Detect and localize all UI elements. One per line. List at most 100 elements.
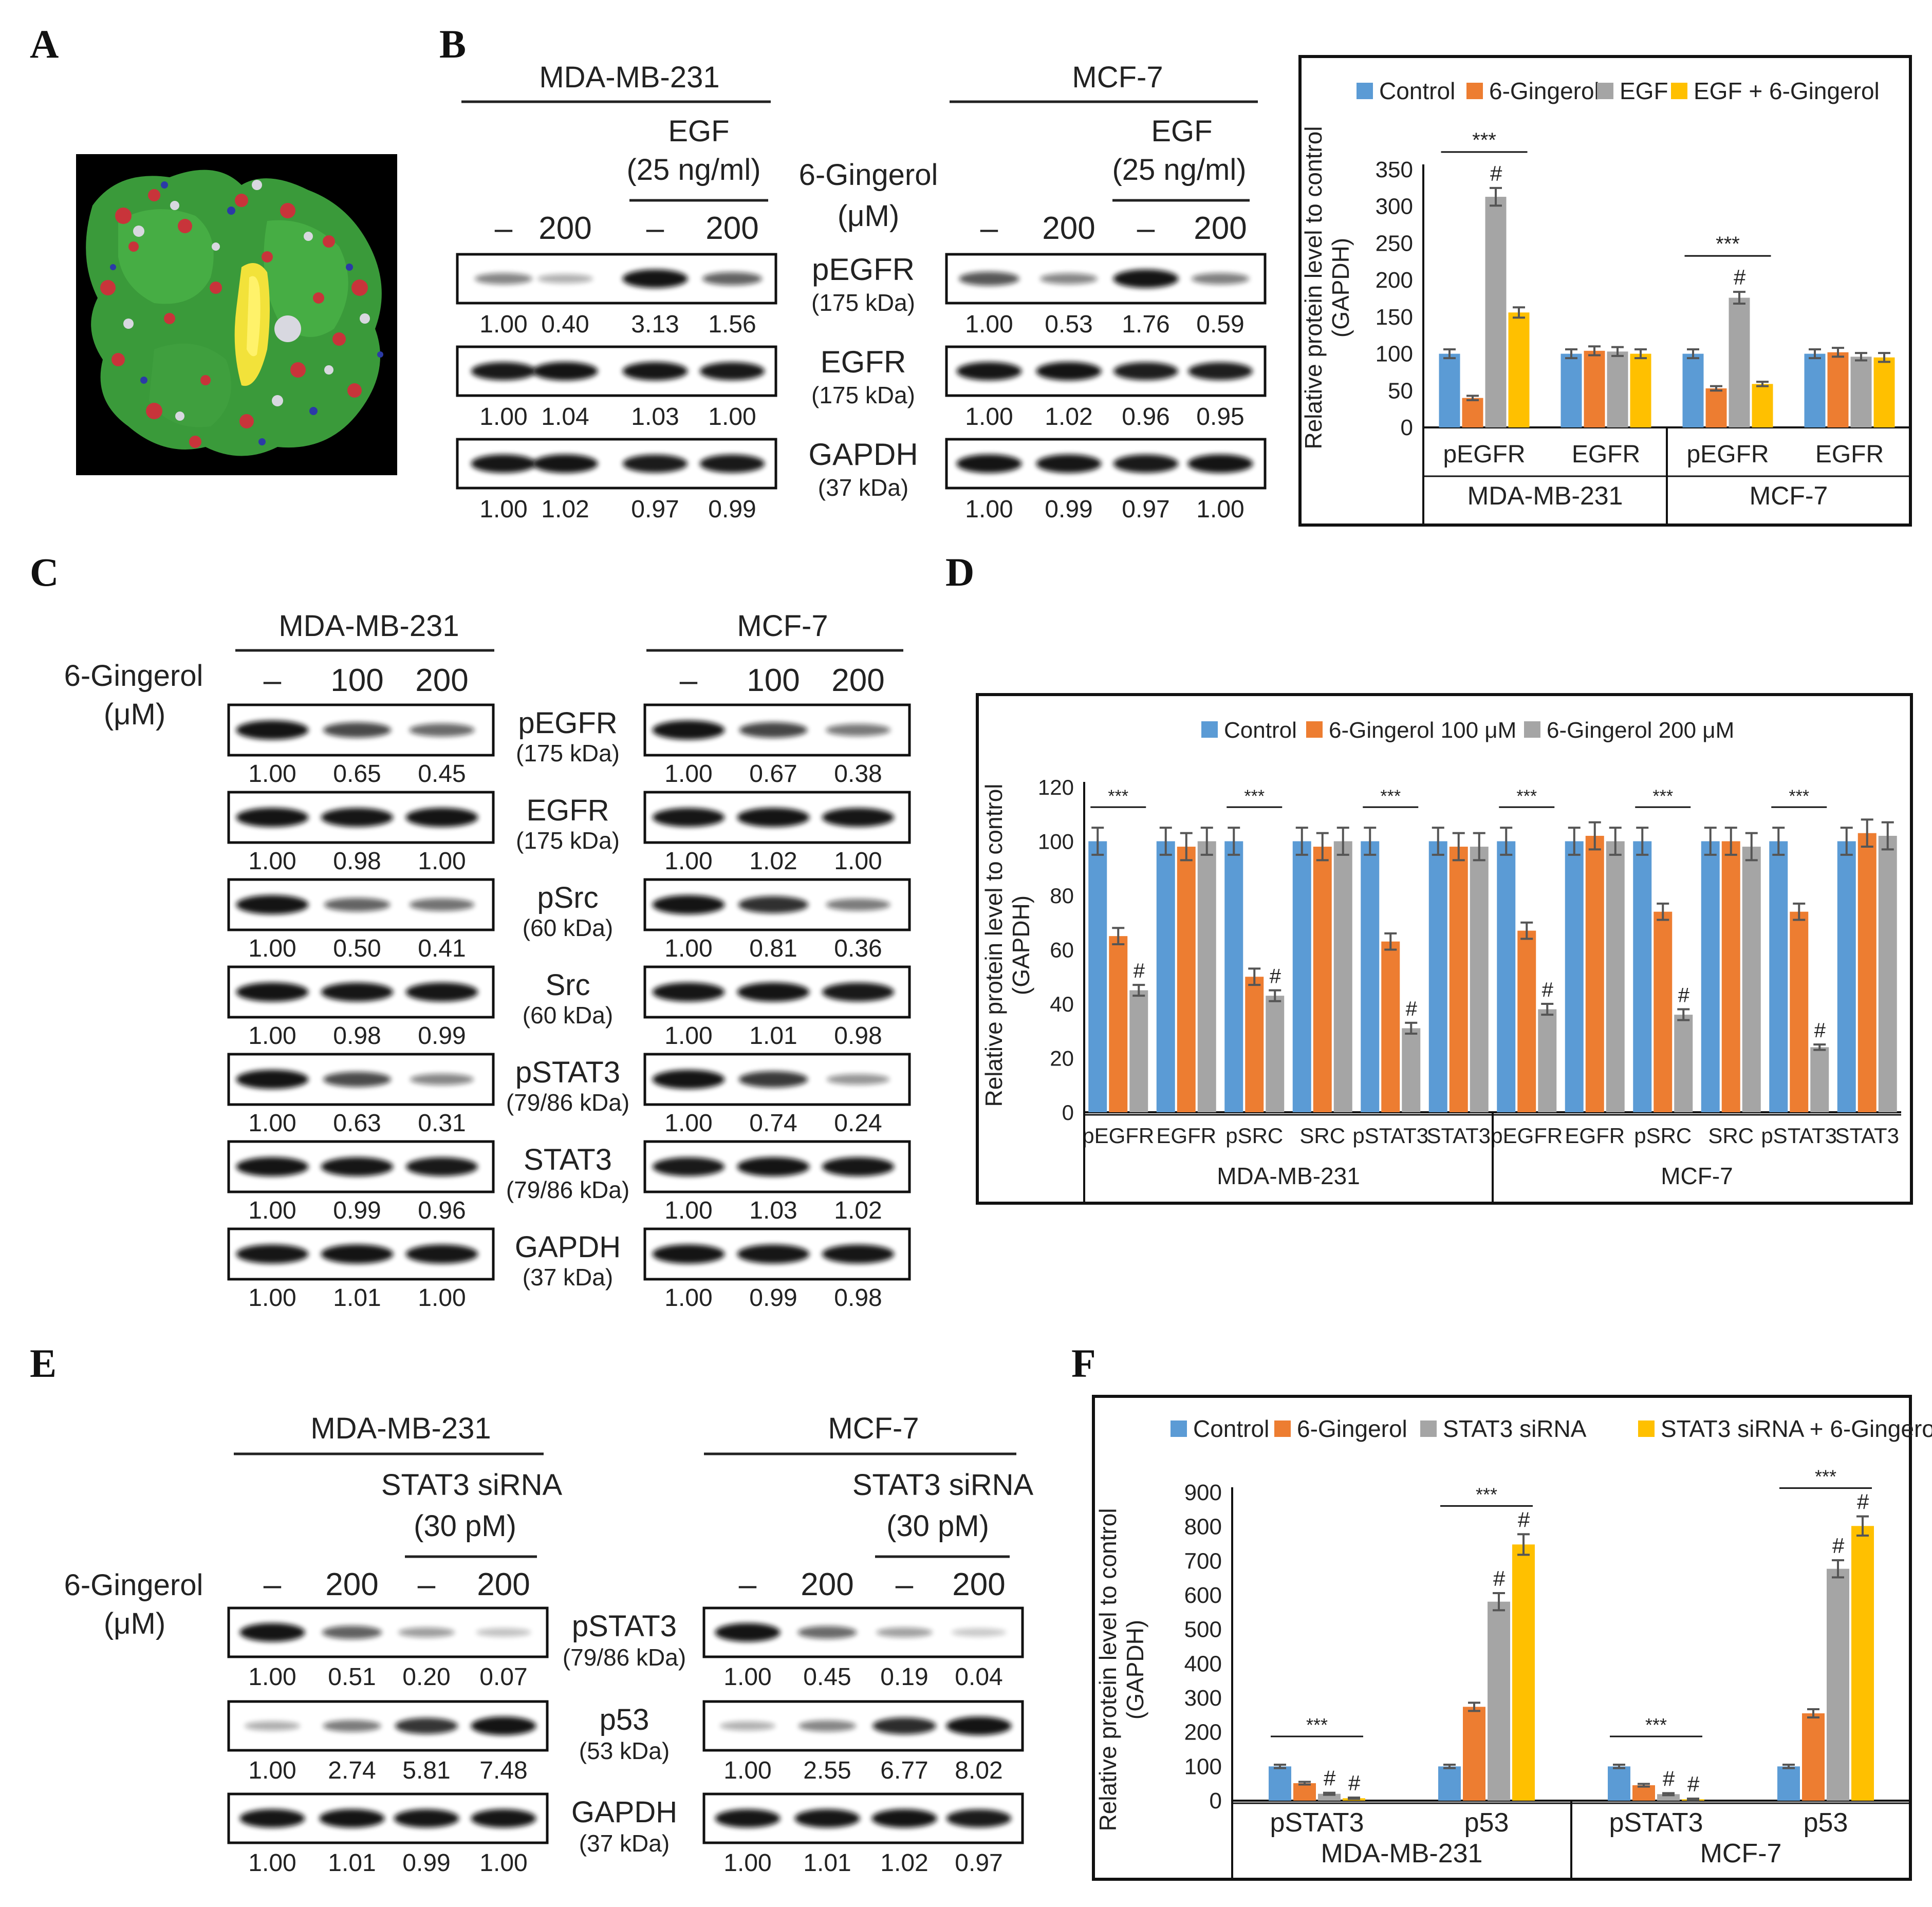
blot-band bbox=[321, 808, 394, 827]
kda-label: (175 kDa) bbox=[516, 740, 620, 766]
hash-marker: # bbox=[1814, 1019, 1826, 1042]
bar-egf-6-gingerol bbox=[1630, 353, 1651, 427]
quant-value: 0.19 bbox=[880, 1663, 928, 1691]
charts: Control 6-Gingerol EGF EGF + 6-Gingerol Rela… bbox=[976, 55, 1932, 1881]
egf-label: EGF bbox=[1151, 115, 1212, 148]
blot-band bbox=[471, 1716, 536, 1735]
bar-stat3-sirna bbox=[1488, 1601, 1510, 1801]
blot-pstat3 bbox=[643, 1053, 911, 1106]
protein-label: p53 bbox=[600, 1703, 649, 1736]
kda-label: (175 kDa) bbox=[516, 827, 620, 854]
blot-gapdh bbox=[702, 1792, 1024, 1844]
blot-band bbox=[652, 1157, 725, 1176]
bar-6-gingerol bbox=[1584, 350, 1605, 427]
quant-value: 1.00 bbox=[664, 935, 712, 962]
blot-band bbox=[652, 1244, 725, 1264]
quant-value: 1.00 bbox=[834, 848, 882, 875]
y-axis-label: Relative protein level to control(GAPDH) bbox=[1300, 126, 1354, 450]
x-tick-label: pEGFR bbox=[1491, 1124, 1563, 1148]
bar-6-gingerol-200-m bbox=[1333, 841, 1352, 1112]
protein-label: pEGFR bbox=[518, 706, 617, 740]
legend-label: 6-Gingerol bbox=[1297, 1415, 1407, 1442]
blot-band bbox=[797, 1626, 857, 1639]
condition-label: 200 bbox=[801, 1567, 853, 1602]
blot-band bbox=[1040, 273, 1098, 285]
blot-pstat3 bbox=[227, 1606, 549, 1658]
blot-pstat3 bbox=[227, 1053, 495, 1106]
condition-label: – bbox=[418, 1567, 436, 1602]
x-tick-label: pSRC bbox=[1225, 1124, 1283, 1148]
quant-value: 1.00 bbox=[664, 1284, 712, 1312]
blot-band bbox=[398, 1627, 455, 1638]
hash-marker: # bbox=[1323, 1766, 1335, 1790]
protein-label: GAPDH bbox=[808, 437, 918, 472]
bar-egf-6-gingerol bbox=[1873, 357, 1895, 427]
quant-value: 1.00 bbox=[664, 1110, 712, 1137]
quant-value: 1.00 bbox=[248, 1284, 296, 1312]
kda-label: (175 kDa) bbox=[811, 382, 915, 408]
y-axis-label-line: Relative protein level to control bbox=[1300, 126, 1327, 450]
panel-letter-a: A bbox=[30, 22, 59, 66]
chart-D: Control 6-Gingerol 100 μM 6-Gingerol 200 μ… bbox=[976, 693, 1913, 1205]
y-axis-label: Relative protein level to control(GAPDH) bbox=[1094, 1508, 1148, 1831]
quant-value: 3.13 bbox=[631, 311, 679, 338]
blot-band bbox=[322, 1625, 382, 1639]
kda-label: (60 kDa) bbox=[523, 914, 613, 941]
cell-line-label: MCF-7 bbox=[1072, 61, 1163, 94]
kda-label: (60 kDa) bbox=[523, 1002, 613, 1029]
hash-marker: # bbox=[1687, 1772, 1699, 1796]
bar-6-gingerol-100-m bbox=[1790, 911, 1809, 1112]
y-tick-label: 100 bbox=[1376, 342, 1413, 367]
condition-label: – bbox=[680, 663, 698, 698]
blot-band bbox=[532, 362, 598, 381]
western-blots bbox=[227, 253, 1267, 1844]
quant-value: 0.98 bbox=[834, 1022, 882, 1050]
blot-band bbox=[474, 273, 533, 285]
blot-band bbox=[395, 1717, 458, 1734]
bar-control bbox=[1777, 1766, 1800, 1801]
condition-label: 200 bbox=[705, 211, 758, 246]
quant-value: 1.00 bbox=[418, 1284, 466, 1312]
blot-band bbox=[471, 454, 536, 473]
quant-value: 1.00 bbox=[248, 935, 296, 962]
quant-value: 1.00 bbox=[248, 760, 296, 788]
blot-band bbox=[410, 1073, 474, 1086]
quant-value: 0.98 bbox=[333, 848, 381, 875]
condition-label: 200 bbox=[325, 1567, 378, 1602]
blot-band bbox=[798, 1720, 857, 1732]
bar-6-gingerol-200-m bbox=[1197, 841, 1216, 1112]
blot-band bbox=[236, 1244, 309, 1264]
x-tick-label: EGFR bbox=[1565, 1124, 1625, 1148]
bar-6-gingerol-100-m bbox=[1654, 911, 1673, 1112]
blot-egfr bbox=[456, 345, 777, 397]
sirna-label: STAT3 siRNA bbox=[852, 1468, 1034, 1502]
chart-F: Control 6-Gingerol STAT3 siRNA STAT3 siRNA … bbox=[1092, 1395, 1932, 1881]
bar-control bbox=[1156, 841, 1175, 1112]
quant-value: 0.36 bbox=[834, 935, 882, 962]
condition-label: – bbox=[264, 663, 282, 698]
bar-6-gingerol-200-m bbox=[1402, 1028, 1421, 1112]
blot-band bbox=[822, 1157, 895, 1176]
blot-band bbox=[738, 1071, 808, 1088]
quant-value: 1.00 bbox=[708, 403, 756, 431]
y-tick-label: 40 bbox=[1050, 992, 1074, 1016]
blot-band bbox=[737, 1157, 810, 1176]
bar-6-gingerol-100-m bbox=[1109, 936, 1128, 1112]
x-tick-label: EGFR bbox=[1815, 441, 1884, 468]
quant-value: 0.97 bbox=[631, 496, 679, 523]
blot-band bbox=[737, 808, 810, 827]
legend-swatch bbox=[1274, 1420, 1291, 1437]
protein-label: pSTAT3 bbox=[515, 1056, 620, 1089]
blot-band bbox=[323, 1072, 391, 1087]
condition-label: 200 bbox=[952, 1567, 1005, 1602]
blot-band bbox=[959, 271, 1019, 286]
quant-value: 0.24 bbox=[834, 1110, 882, 1137]
blot-band bbox=[405, 982, 478, 1002]
protein-label: pSTAT3 bbox=[572, 1610, 677, 1643]
blot-band bbox=[652, 720, 725, 740]
bar-control bbox=[1269, 1766, 1291, 1801]
quant-value: 0.74 bbox=[749, 1110, 797, 1137]
blot-psrc bbox=[643, 878, 911, 931]
kda-label: (37 kDa) bbox=[523, 1264, 613, 1291]
hash-marker: # bbox=[1269, 965, 1281, 988]
